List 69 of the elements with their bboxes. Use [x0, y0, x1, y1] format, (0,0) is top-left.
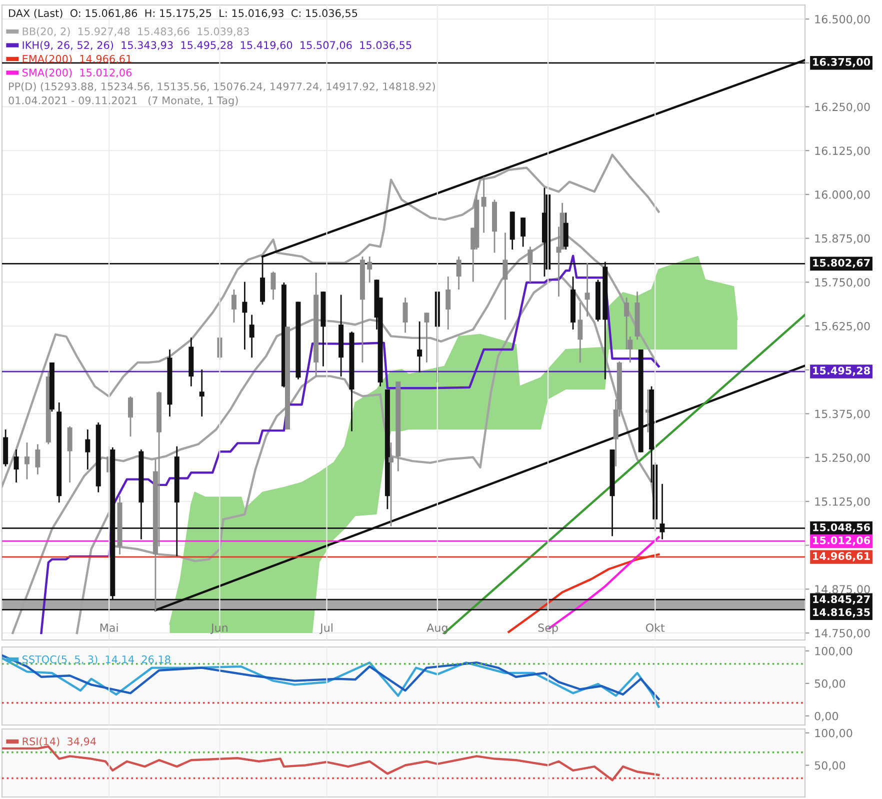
legend-label: RSI(14) 34,94	[22, 737, 96, 747]
candlestick	[249, 314, 254, 358]
y-tick-label: 15.125,00	[815, 497, 870, 507]
candlestick	[584, 262, 590, 318]
annotation: 01.04.2021 - 09.11.2021 (7 Monate, 1 Tag)	[8, 96, 238, 106]
candlestick	[502, 232, 508, 320]
legend-label: BB(20, 2) 15.927,48 15.483,66 15.039,83	[22, 27, 249, 37]
candlestick	[67, 426, 72, 484]
candlestick	[624, 296, 630, 350]
candlestick	[35, 444, 40, 476]
candlestick	[85, 428, 90, 470]
candlestick	[199, 368, 204, 418]
ref-line-label: 14.816,35	[813, 608, 870, 618]
x-tick-label: Okt	[646, 623, 665, 632]
legend-label: IKH(9, 26, 52, 26) 15.343,93 15.495,28 15.419,60 15.507,06 15.036,55	[22, 40, 412, 50]
candlestick	[446, 276, 451, 330]
candlestick	[270, 270, 276, 300]
candlestick	[24, 442, 30, 480]
candlestick	[14, 448, 19, 484]
line-series	[2, 154, 660, 488]
chart-title: DAX (Last) O: 15.061,86 H: 15.175,25 L: 15.016,93 C: 15.036,55	[9, 9, 358, 18]
candlestick	[578, 302, 583, 364]
candlestick	[481, 176, 486, 234]
ref-line-label: 14.966,61	[813, 552, 870, 562]
legend-label: SSTOC(5, 5, 3) 14,14 26,18	[22, 655, 170, 665]
x-tick-label: Mai	[100, 623, 118, 632]
ref-line-label: 14.845,27	[813, 595, 870, 604]
y-tick-label: 100,00	[815, 728, 852, 738]
candlestick	[563, 212, 568, 250]
y-tick-label: 14.750,00	[815, 628, 870, 638]
candlestick	[528, 246, 533, 284]
candlestick	[520, 216, 526, 248]
y-tick-label: 16.500,00	[815, 15, 870, 25]
candlestick	[424, 312, 430, 364]
line-series	[2, 654, 660, 700]
y-tick-label: 16.000,00	[815, 190, 870, 200]
y-tick-label: 15.625,00	[815, 322, 870, 332]
candlestick	[231, 288, 236, 324]
y-tick-label: 0,00	[814, 712, 838, 722]
legend-label: SMA(200) 15.012,06	[22, 68, 132, 78]
x-tick-label: Jul	[319, 623, 332, 634]
ref-line-label: 15.495,28	[813, 366, 870, 376]
candlestick	[456, 256, 462, 290]
y-tick-label: 50,00	[814, 679, 846, 689]
y-tick-label: 15.250,00	[815, 454, 870, 464]
line-series	[2, 745, 660, 782]
candlestick	[242, 281, 248, 350]
line-series	[2, 656, 660, 708]
y-tick-label: 15.375,00	[815, 410, 870, 420]
ref-line-label: 16.375,00	[813, 58, 870, 68]
x-tick-label: Sep	[538, 624, 558, 634]
ref-line-label: 15.012,06	[813, 536, 870, 546]
y-tick-label: 14.875,00	[815, 585, 870, 595]
candlestick	[388, 442, 394, 528]
x-tick-label: Aug	[426, 624, 448, 634]
y-tick-label: 15.750,00	[815, 278, 870, 288]
legend-label: EMA(200) 14.966,61	[22, 54, 132, 64]
y-tick-label: 50,00	[814, 761, 846, 771]
candlestick	[402, 296, 408, 334]
y-tick-label: 16.250,00	[815, 102, 870, 112]
y-tick-label: 15.875,00	[815, 234, 870, 244]
annotation: PP(D) (15293.88, 15234.56, 15135.56, 15076.24, 14977.24, 14917.92, 14818.92)	[9, 82, 435, 92]
candlestick	[367, 256, 372, 284]
candlestick	[417, 320, 422, 374]
ref-line-label: 15.802,67	[813, 258, 870, 268]
ref-line-label: 15.048,56	[813, 523, 870, 533]
candlestick	[128, 396, 133, 438]
y-tick-label: 16.125,00	[815, 146, 870, 156]
y-tick-label: 100,00	[815, 646, 852, 656]
